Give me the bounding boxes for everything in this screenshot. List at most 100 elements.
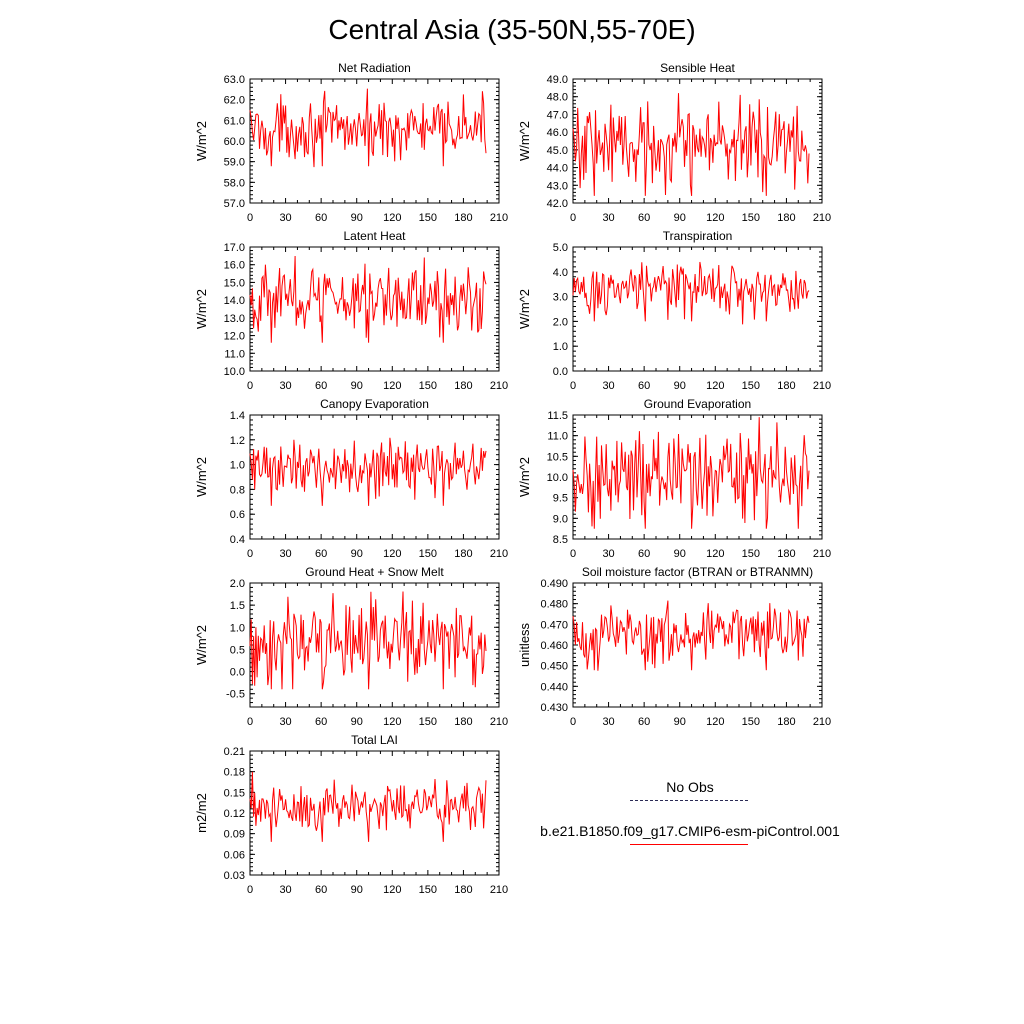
- x-tick-label: 180: [454, 884, 472, 896]
- legend-swatch-no-obs: [630, 800, 748, 801]
- y-axis-label: W/m^2: [194, 289, 209, 329]
- x-tick-label: 90: [674, 716, 686, 728]
- y-tick-label: 13.0: [224, 313, 245, 325]
- plot-frame: [249, 750, 500, 876]
- y-tick-label: 5.0: [553, 242, 568, 254]
- x-tick-label: 120: [383, 884, 401, 896]
- x-tick-label: 0: [570, 716, 576, 728]
- x-tick-label: 90: [351, 212, 363, 224]
- y-tick-label: 17.0: [224, 242, 245, 254]
- x-tick-label: 210: [490, 380, 508, 392]
- y-tick-label: 9.0: [553, 513, 568, 525]
- x-tick-label: 90: [351, 884, 363, 896]
- y-tick-label: 3.0: [553, 292, 568, 304]
- x-tick-label: 90: [674, 548, 686, 560]
- x-tick-label: 120: [706, 548, 724, 560]
- panel-7: Soil moisture factor (BTRAN or BTRANMN) u…: [517, 565, 831, 728]
- legend-label-no-obs: No Obs: [666, 779, 714, 795]
- y-tick-label: 0.5: [230, 644, 245, 656]
- x-tick-label: 60: [315, 884, 327, 896]
- series-line: [249, 437, 487, 506]
- y-tick-label: -0.5: [226, 689, 245, 701]
- y-tick-label: 0.8: [230, 484, 245, 496]
- y-tick-label: 1.2: [230, 435, 245, 447]
- y-tick-label: 2.0: [553, 316, 568, 328]
- x-tick-label: 60: [315, 212, 327, 224]
- y-tick-label: 1.0: [553, 341, 568, 353]
- y-tick-label: 0.470: [540, 619, 568, 631]
- y-tick-label: 8.5: [553, 534, 568, 546]
- y-tick-label: 1.4: [230, 410, 245, 422]
- y-tick-label: 0.0: [230, 667, 245, 679]
- y-axis-label: m2/m2: [194, 793, 209, 833]
- panel-6: Ground Heat + Snow Melt W/m^2 0 30 60 90 120 15…: [194, 565, 508, 728]
- y-axis-label: W/m^2: [194, 121, 209, 161]
- x-tick-label: 30: [602, 380, 614, 392]
- x-tick-label: 210: [490, 212, 508, 224]
- panel-title: Canopy Evaporation: [320, 397, 429, 411]
- x-tick-label: 210: [813, 716, 831, 728]
- x-tick-label: 210: [813, 212, 831, 224]
- y-tick-label: 63.0: [224, 74, 245, 86]
- y-tick-label: 0.18: [224, 767, 245, 779]
- x-tick-label: 120: [706, 716, 724, 728]
- x-tick-label: 120: [383, 212, 401, 224]
- panel-2: Latent Heat W/m^2 0 30 60 90 120 150 180 210 10.0 1…: [194, 229, 508, 392]
- x-tick-label: 30: [602, 548, 614, 560]
- series-line: [572, 417, 810, 529]
- series-line: [249, 771, 487, 842]
- x-tick-label: 180: [777, 212, 795, 224]
- x-tick-label: 120: [383, 380, 401, 392]
- x-tick-label: 150: [419, 380, 437, 392]
- x-tick-label: 30: [279, 884, 291, 896]
- y-tick-label: 11.0: [224, 348, 245, 360]
- y-tick-label: 42.0: [547, 198, 568, 210]
- x-tick-label: 210: [490, 884, 508, 896]
- y-tick-label: 11.5: [547, 410, 568, 422]
- y-tick-label: 15.0: [224, 277, 245, 289]
- panel-title: Soil moisture factor (BTRAN or BTRANMN): [582, 565, 813, 579]
- x-tick-label: 150: [742, 548, 760, 560]
- y-tick-label: 11.0: [547, 431, 568, 443]
- x-tick-label: 0: [247, 212, 253, 224]
- x-tick-label: 0: [570, 212, 576, 224]
- x-tick-label: 180: [454, 716, 472, 728]
- plot-frame: [572, 78, 823, 204]
- y-tick-label: 0.15: [224, 787, 245, 799]
- y-tick-label: 59.0: [224, 157, 245, 169]
- panel-1: Sensible Heat W/m^2 0 30 60 90 120 150 180 210 42.…: [517, 61, 831, 224]
- y-tick-label: 1.0: [230, 460, 245, 472]
- panel-title: Latent Heat: [343, 229, 406, 243]
- x-tick-label: 60: [315, 716, 327, 728]
- x-tick-label: 180: [454, 380, 472, 392]
- y-tick-label: 0.03: [224, 870, 245, 882]
- x-tick-label: 150: [742, 716, 760, 728]
- panel-title: Net Radiation: [338, 61, 411, 75]
- x-tick-label: 0: [247, 884, 253, 896]
- x-tick-label: 210: [490, 716, 508, 728]
- y-tick-label: 45.0: [547, 145, 568, 157]
- y-tick-label: 62.0: [224, 95, 245, 107]
- x-tick-label: 0: [247, 380, 253, 392]
- x-tick-label: 180: [777, 548, 795, 560]
- y-tick-label: 9.5: [553, 493, 568, 505]
- x-tick-label: 120: [383, 548, 401, 560]
- y-axis-label: W/m^2: [194, 625, 209, 665]
- y-tick-label: 0.12: [224, 808, 245, 820]
- y-tick-label: 46.0: [547, 127, 568, 139]
- x-tick-label: 120: [706, 212, 724, 224]
- x-tick-label: 210: [813, 548, 831, 560]
- legend: No Obs b.e21.B1850.f09_g17.CMIP6-esm-piC…: [530, 776, 850, 864]
- x-tick-label: 0: [570, 548, 576, 560]
- y-tick-label: 0.430: [540, 702, 568, 714]
- y-tick-label: 2.0: [230, 578, 245, 590]
- x-tick-label: 150: [419, 884, 437, 896]
- x-tick-label: 150: [742, 212, 760, 224]
- x-tick-label: 90: [351, 380, 363, 392]
- panel-5: Ground Evaporation W/m^2 0 30 60 90 120 150 180 2…: [517, 397, 831, 560]
- panel-3: Transpiration W/m^2 0 30 60 90 120 150 180 210 0.0…: [517, 229, 831, 392]
- y-tick-label: 10.0: [224, 366, 245, 378]
- x-tick-label: 30: [602, 716, 614, 728]
